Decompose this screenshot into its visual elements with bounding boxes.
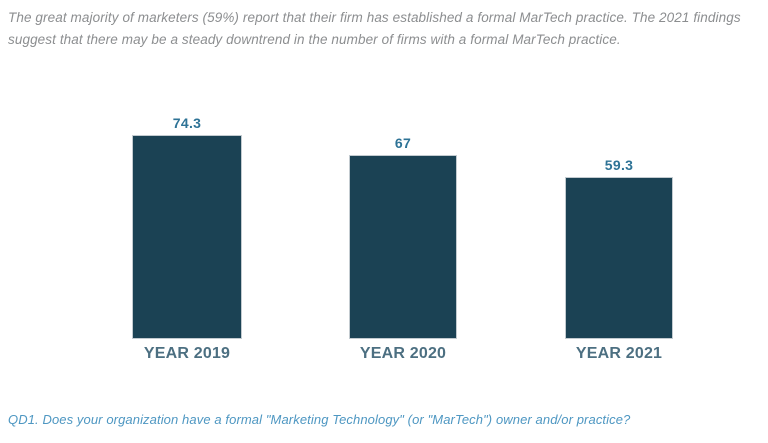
bar xyxy=(132,135,242,339)
bar-value-label: 59.3 xyxy=(604,157,634,173)
bar xyxy=(349,155,457,339)
bar-value-label: 67 xyxy=(394,135,412,151)
bar-category-label: YEAR 2019 xyxy=(143,345,231,362)
bar-value-label: 74.3 xyxy=(172,115,202,131)
bar-group-year-2020: 67 YEAR 2020 xyxy=(349,135,457,362)
chart-description-text: The great majority of marketers (59%) re… xyxy=(8,10,741,47)
bar-group-year-2019: 74.3 YEAR 2019 xyxy=(132,115,242,362)
bar-group-year-2021: 59.3 YEAR 2021 xyxy=(565,157,673,362)
bar-category-label: YEAR 2020 xyxy=(359,345,447,362)
bar-category-label: YEAR 2021 xyxy=(575,345,663,362)
survey-question-text: QD1. Does your organization have a forma… xyxy=(8,412,631,427)
bar xyxy=(565,177,673,339)
